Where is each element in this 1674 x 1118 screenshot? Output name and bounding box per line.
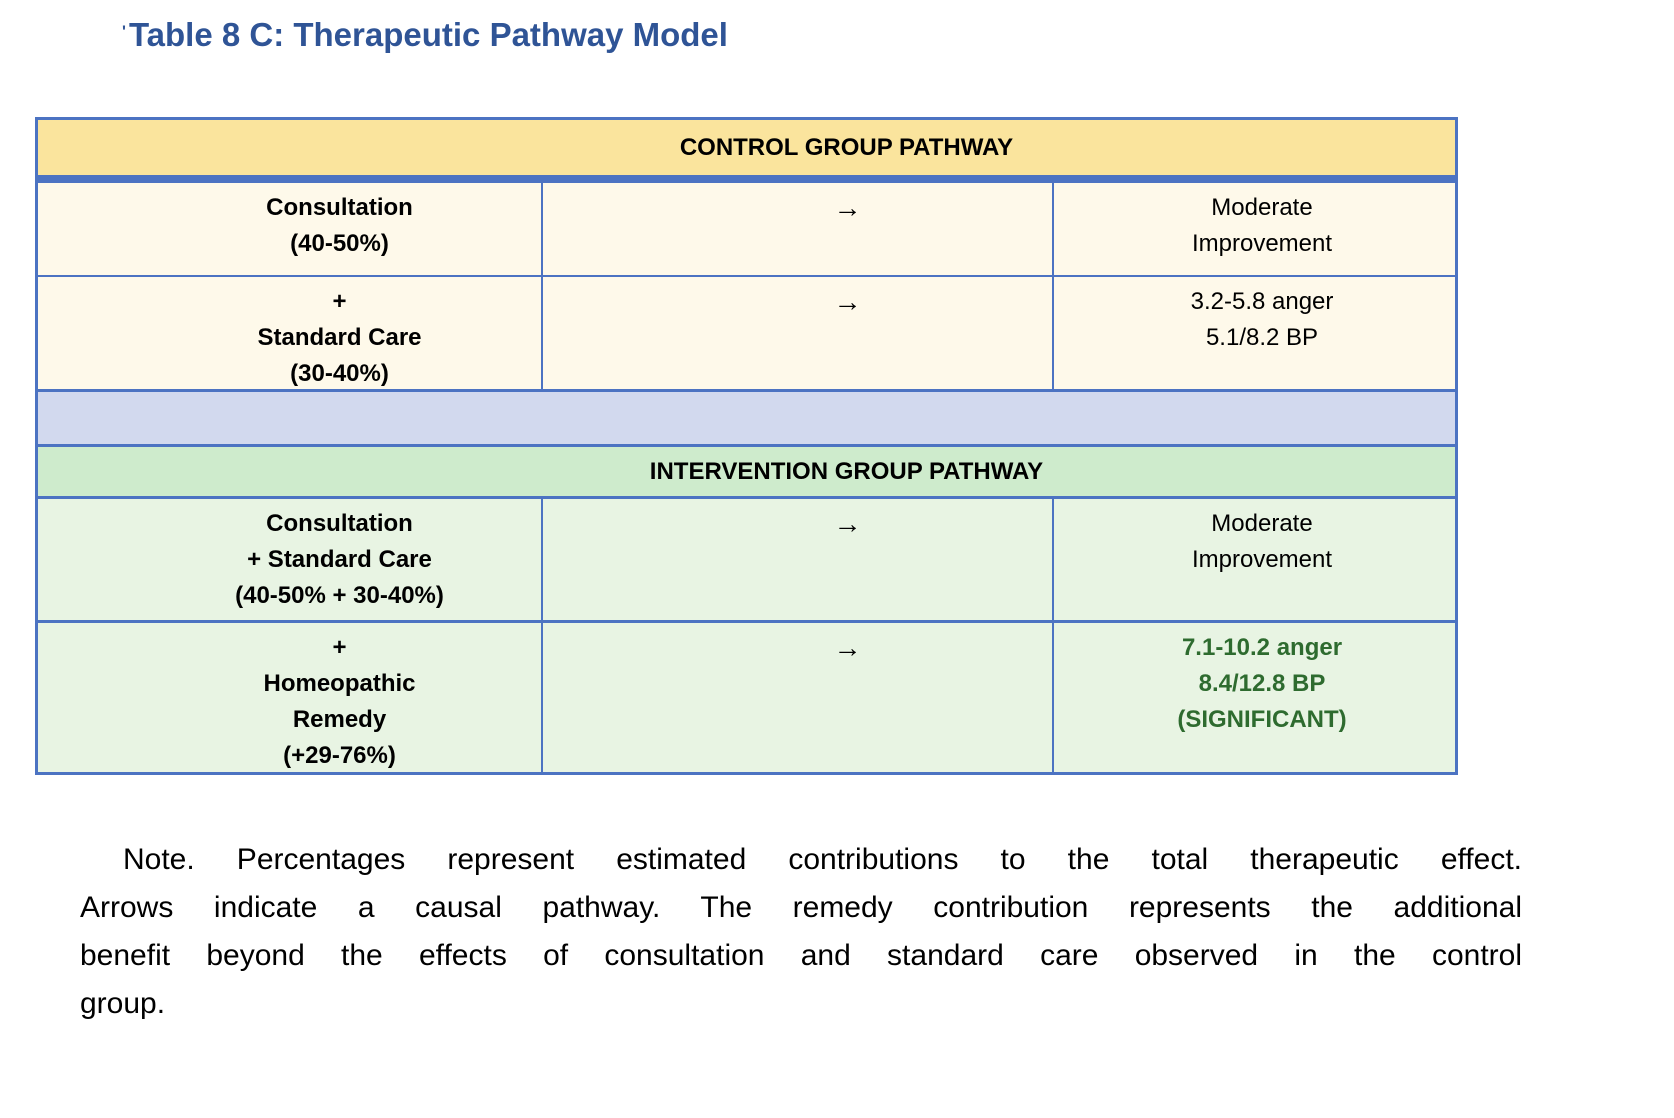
component-cell: + Standard Care (30-40%) [38,277,541,392]
cell-line: Improvement [1191,230,1333,257]
right-arrow-icon: → [833,192,862,223]
stray-apostrophe-mark: ' [122,22,126,41]
outcome-cell: 3.2-5.8 anger 5.1/8.2 BP [1052,277,1455,392]
intervention-group-header: INTERVENTION GROUP PATHWAY [38,444,1455,496]
note-line: Note. Percentages represent estimated co… [123,843,1522,876]
note-line: Arrows indicate a causal pathway. The re… [80,891,1522,924]
note-line: group. [80,987,166,1020]
cell-line: (30-40%) [290,360,389,387]
cell-line: (SIGNIFICANT) [1177,706,1347,733]
cell-line: Moderate [1211,194,1313,221]
cell-line: Remedy [292,706,387,733]
cell-line: Improvement [1191,546,1333,573]
table-row: + Homeopathic Remedy (+29-76%) → 7.1-10.… [38,620,1455,774]
thick-divider [38,175,1455,183]
table-row: Consultation + Standard Care (40-50% + 3… [38,496,1455,620]
cell-line: (40-50% + 30-40%) [235,582,444,609]
arrow-cell: → [541,499,1052,620]
note-line: benefit beyond the effects of consultati… [80,939,1522,972]
arrow-cell: → [541,277,1052,392]
therapeutic-pathway-table: CONTROL GROUP PATHWAY Consultation (40-5… [35,117,1458,775]
spacer-row [38,389,1455,444]
table-row: + Standard Care (30-40%) → 3.2-5.8 anger… [38,275,1455,392]
outcome-cell: Moderate Improvement [1052,183,1455,275]
outcome-cell-significant: 7.1-10.2 anger 8.4/12.8 BP (SIGNIFICANT) [1052,623,1455,774]
arrow-cell: → [541,623,1052,774]
cell-line: Homeopathic [263,670,416,697]
table-row: Consultation (40-50%) → Moderate Improve… [38,183,1455,275]
cell-line: 5.1/8.2 BP [1205,324,1319,351]
page-title: 'Table 8 C: Therapeutic Pathway Model [122,16,728,54]
cell-line: + [332,288,347,315]
table-note: Note. Percentages represent estimated co… [80,836,1522,1028]
component-cell: + Homeopathic Remedy (+29-76%) [38,623,541,774]
cell-line: (40-50%) [290,230,389,257]
cell-line: 7.1-10.2 anger [1181,634,1343,661]
cell-line: + Standard Care [247,546,432,573]
component-cell: Consultation + Standard Care (40-50% + 3… [38,499,541,620]
outcome-cell: Moderate Improvement [1052,499,1455,620]
right-arrow-icon: → [833,286,862,317]
component-cell: Consultation (40-50%) [38,183,541,275]
cell-line: Consultation [266,194,413,221]
cell-line: (+29-76%) [283,742,396,769]
cell-line: 8.4/12.8 BP [1198,670,1326,697]
control-group-header: CONTROL GROUP PATHWAY [38,120,1455,175]
cell-line: Standard Care [257,324,422,351]
cell-line: 3.2-5.8 anger [1190,288,1334,315]
cell-line: Consultation [266,510,413,537]
arrow-cell: → [541,183,1052,275]
right-arrow-icon: → [833,632,862,663]
cell-line: Moderate [1211,510,1313,537]
cell-line: + [332,634,347,661]
page-title-text: Table 8 C: Therapeutic Pathway Model [128,16,728,53]
right-arrow-icon: → [833,508,862,539]
